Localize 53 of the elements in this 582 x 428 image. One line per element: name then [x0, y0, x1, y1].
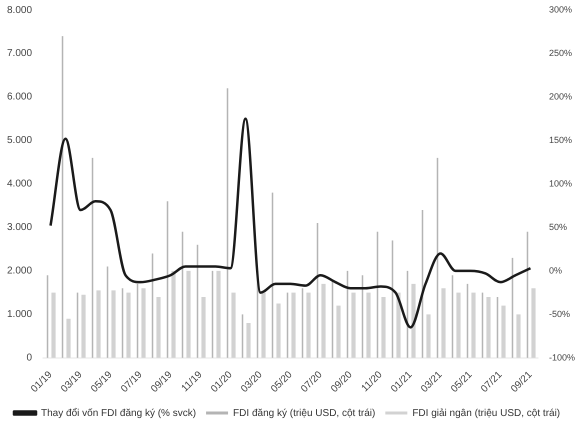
- bar: [336, 306, 341, 358]
- bar: [486, 296, 491, 358]
- y-tick-label: 6.000: [6, 92, 32, 103]
- legend-label: FDI giải ngân (triệu USD, cột trái): [412, 408, 560, 419]
- bar: [96, 290, 101, 358]
- bar: [306, 292, 311, 358]
- y2-tick-label: 250%: [548, 48, 572, 58]
- y2-tick-label: 200%: [548, 91, 572, 102]
- bar: [426, 314, 431, 358]
- bar: [441, 288, 446, 358]
- y2-tick-label: 150%: [548, 134, 572, 145]
- bar: [156, 296, 161, 358]
- legend-label: FDI đăng ký (triệu USD, cột trái): [233, 408, 376, 419]
- bar: [276, 303, 281, 358]
- y-tick-label: 8.000: [6, 4, 32, 16]
- bar: [531, 288, 536, 358]
- y-tick-label: 4.000: [6, 178, 32, 190]
- bar: [456, 292, 461, 358]
- bar: [201, 296, 206, 358]
- y-tick-label: 1.000: [6, 309, 32, 320]
- y-tick-label: 3.000: [6, 222, 32, 234]
- y2-tick-label: -100%: [548, 352, 575, 362]
- bar: [171, 270, 176, 358]
- bar: [51, 292, 56, 358]
- bar: [246, 323, 251, 358]
- bar: [186, 270, 191, 358]
- legend-label: Thay đổi vốn FDI đăng ký (% svck): [41, 406, 196, 419]
- bar: [141, 288, 146, 358]
- bar: [516, 314, 521, 358]
- y-tick-label: 7.000: [6, 48, 32, 60]
- y2-tick-label: 0%: [548, 265, 562, 276]
- bar: [126, 292, 131, 358]
- y-tick-label: 0: [26, 352, 32, 364]
- y2-tick-label: -50%: [548, 308, 570, 319]
- bar: [291, 292, 296, 358]
- bar: [501, 306, 506, 358]
- bar: [261, 292, 266, 358]
- y-tick-label: 5.000: [6, 135, 32, 146]
- y-tick-label: 2.000: [6, 266, 32, 277]
- bar: [381, 296, 386, 358]
- bar: [471, 292, 476, 358]
- y2-tick-label: 300%: [548, 4, 572, 14]
- bar: [366, 292, 371, 358]
- bar: [351, 292, 356, 358]
- bar: [231, 292, 236, 358]
- bar: [111, 290, 116, 358]
- bar: [216, 270, 221, 358]
- y2-tick-label: 100%: [548, 178, 572, 188]
- bar: [321, 284, 326, 358]
- bar: [66, 318, 71, 358]
- y2-tick-label: 50%: [548, 222, 567, 232]
- line-series: [49, 117, 532, 329]
- bar: [81, 294, 86, 358]
